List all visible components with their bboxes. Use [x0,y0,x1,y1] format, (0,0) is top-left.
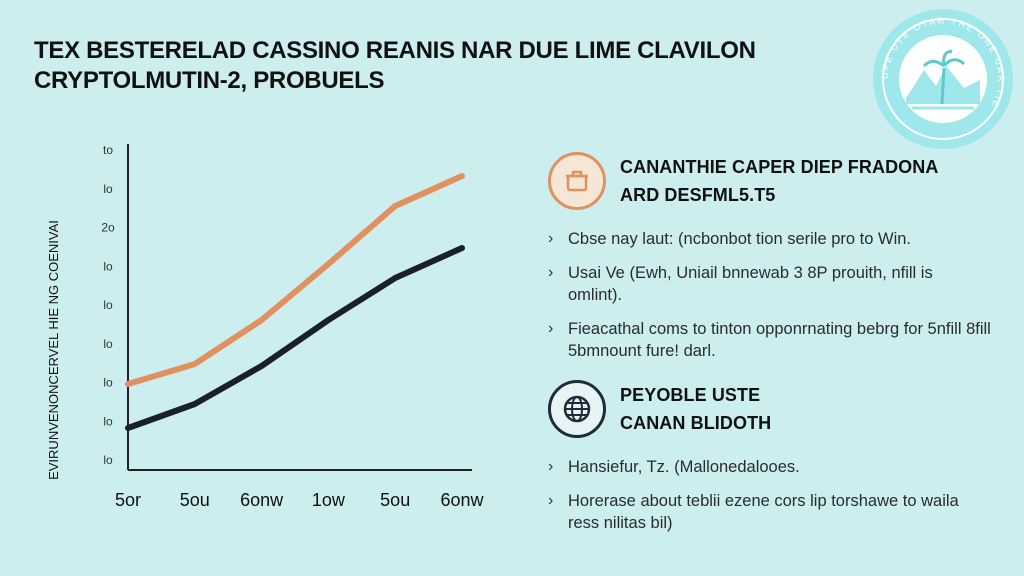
pot-icon [548,152,606,210]
list-item: › Cbse nay laut: (ncbonbot tion serile pr… [548,230,912,248]
list-item: › Usai Ve (Ewh, Uniail bnnewab 3 8P proui… [548,264,933,304]
seal-ring [882,18,1004,140]
section-1-bullets: › Cbse nay laut: (ncbonbot tion serile pr… [546,228,991,374]
y-tick-label: lo [103,414,113,428]
chevron-right-icon: › [548,320,554,337]
y-tick-label: lo [103,259,113,273]
line-chart: EVIRUNVENONCERVEL HIE NG COENIVAI to lo 2o… [46,143,485,510]
chevron-right-icon: › [548,458,554,475]
chevron-right-icon: › [548,230,554,247]
x-tick-label: 5ou [180,490,210,510]
x-tick-labels: 5or 5ou 6onw 1ow 5ou 6onw [115,490,485,510]
list-item: › Fieacathal coms to tinton opponrnating … [548,320,991,360]
title-line-2: CRYPTOLMUTIN-2, PROBUELS [34,67,385,94]
x-tick-label: 1ow [312,490,346,510]
x-tick-label: 6onw [440,490,484,510]
globe-icon [548,380,606,438]
chevron-right-icon: › [548,264,554,281]
y-tick-label: lo [103,453,113,467]
series-line-1 [125,173,465,387]
page-title: TEX BESTERELAD CASSINO REANIS NAR DUE LI… [34,36,834,96]
y-tick-label: to [103,143,113,157]
y-tick-label: lo [103,376,113,390]
x-tick-label: 5ou [380,490,410,510]
y-tick-labels: to lo 2o lo lo lo lo lo lo [101,143,115,467]
y-tick-label: 2o [101,221,115,235]
section-1-heading-line-1: CANANTHIE CAPER DIEP FRADONA [620,157,939,177]
title-line-1: TEX BESTERELAD CASSINO REANIS NAR DUE LI… [34,37,756,64]
seal-palm-leaves [922,50,966,68]
series-line-2 [125,245,465,431]
y-tick-label: lo [103,337,113,351]
section-2-bullets: › Hansiefur, Tz. (Mallonedalooes. › Horera… [546,456,991,546]
list-item: › Horerase about teblii ezene cors lip to… [548,492,959,532]
seal-badge: UFE UTE OTAR THE ONE UAR TIE [872,8,1014,150]
seal-graphic: UFE UTE OTAR THE ONE UAR TIE [873,9,1013,149]
section-2-heading-line-1: PEYOBLE USTE [620,385,761,405]
x-tick-label: 5or [115,490,141,510]
seal-palm-trunk [940,67,946,105]
chevron-right-icon: › [548,492,554,509]
list-item: › Hansiefur, Tz. (Mallonedalooes. [548,458,800,476]
x-tick-label: 6onw [240,490,284,510]
series-lines [125,173,465,431]
section-1-header: CANANTHIE CAPER DIEP FRADONA ARD DESFML5… [548,152,939,210]
section-2-header: PEYOBLE USTE CANAN BLIDOTH [548,380,771,438]
y-tick-label: lo [103,298,113,312]
y-tick-label: lo [103,182,113,196]
section-1-heading-line-2: ARD DESFML5.T5 [620,185,776,205]
y-axis-label: EVIRUNVENONCERVEL HIE NG COENIVAI [46,220,61,480]
section-2-heading-line-2: CANAN BLIDOTH [620,413,772,433]
